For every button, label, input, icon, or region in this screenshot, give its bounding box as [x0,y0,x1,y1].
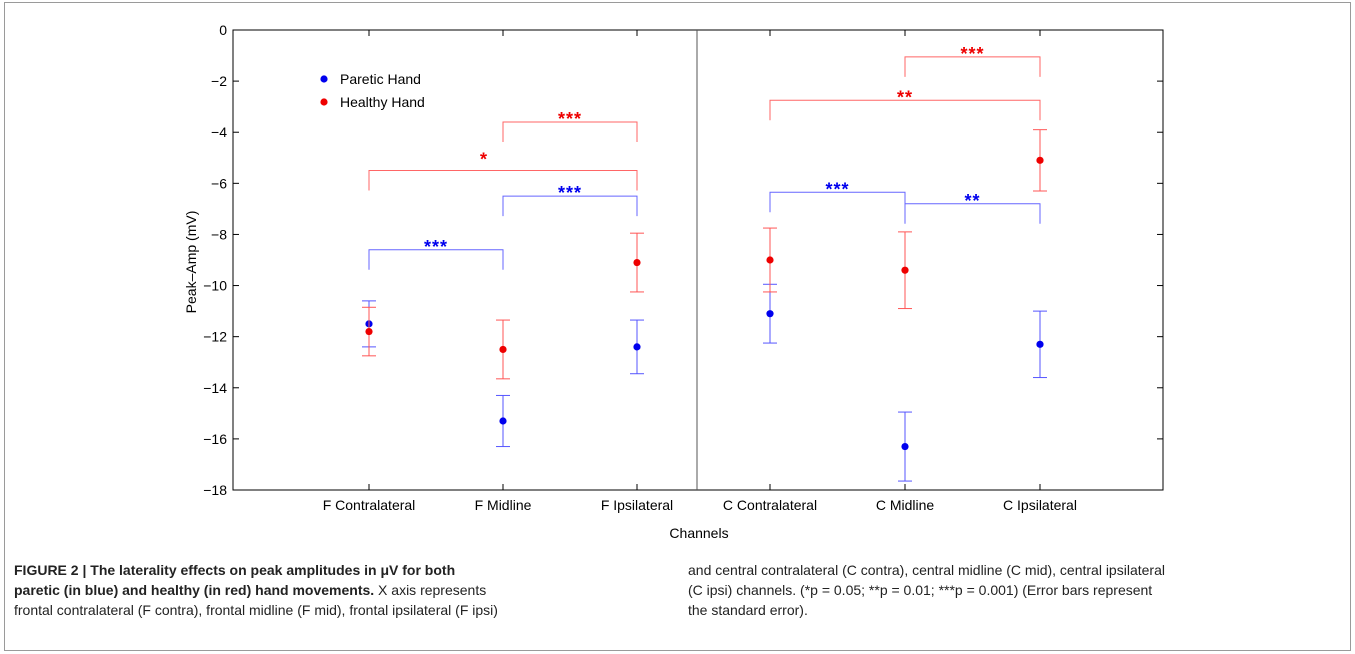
y-tick-label: −8 [211,226,227,242]
significance-bracket [368,170,638,191]
data-point [901,442,909,451]
figure-caption-left: FIGURE 2 | The laterality effects on pea… [14,560,659,620]
significance-stars: *** [960,44,984,64]
y-tick-label: 0 [219,22,227,38]
data-point [499,345,507,354]
y-tick-label: −2 [211,73,227,89]
x-tick-label: F Ipsilateral [601,497,673,513]
significance-bracket [769,99,1041,121]
caption-text: and central contralateral (C contra), ce… [688,562,1165,578]
significance-stars: *** [558,109,582,129]
caption-text: (C ipsi) channels. (*p = 0.05; **p = 0.0… [688,582,1153,598]
y-tick-label: −10 [203,278,227,294]
y-tick-label: −12 [203,329,227,345]
significance-stars: *** [424,237,448,257]
caption-text: frontal contralateral (F contra), fronta… [14,602,498,618]
x-tick-label: F Contralateral [323,497,416,513]
significance-bracket [502,195,638,217]
significance-stars: *** [825,179,849,199]
caption-title: FIGURE 2 | The laterality effects on pea… [14,562,456,578]
x-tick-label: C Ipsilateral [1003,497,1077,513]
chart-svg: 0 −2 −4 −6 −8 −10 −12 −14 −16 −18 F Contralateral F… [183,22,1164,541]
y-tick-label: −16 [203,431,227,447]
legend-marker [320,98,328,106]
legend-label: Healthy Hand [340,94,425,110]
significance-bracket [769,191,906,213]
data-point [633,258,641,267]
data-point [1036,156,1044,164]
legend-marker [320,75,328,83]
data-point [766,310,774,318]
y-axis-label: Peak–Amp (mV) [183,211,199,314]
plot-frame [232,29,1164,491]
data-point [1036,340,1044,348]
data-point [633,343,641,351]
x-tick-label: C Midline [876,497,935,513]
x-tick-label: C Contralateral [723,497,817,513]
data-point [499,417,507,425]
y-tick-label: −4 [211,124,227,140]
caption-title-cont: paretic (in blue) and healthy (in red) h… [14,582,375,598]
y-tick-label: −18 [203,482,227,498]
significance-bracket [368,249,504,270]
significance-stars: ** [964,191,980,211]
figure-caption-right: and central contralateral (C contra), ce… [688,560,1338,620]
significance-stars: * [480,150,488,170]
x-tick-label: F Midline [475,497,532,513]
caption-text: the standard error). [688,602,808,618]
significance-bracket [904,56,1041,77]
significance-bracket [904,203,1041,224]
legend-box [306,64,456,118]
plot-area: 0 −2 −4 −6 −8 −10 −12 −14 −16 −18 F Contralateral F… [203,22,1164,513]
caption-text: X axis represents [374,582,487,598]
legend-label: Paretic Hand [340,71,421,87]
data-point [766,256,774,264]
data-point [901,266,909,274]
figure-frame [4,2,1351,651]
y-tick-label: −14 [203,380,227,396]
data-point [365,327,373,336]
significance-stars: ** [897,87,913,107]
significance-bracket [502,121,638,142]
y-tick-label: −6 [211,175,227,191]
significance-stars: *** [558,183,582,203]
x-axis-label: Channels [669,525,728,541]
